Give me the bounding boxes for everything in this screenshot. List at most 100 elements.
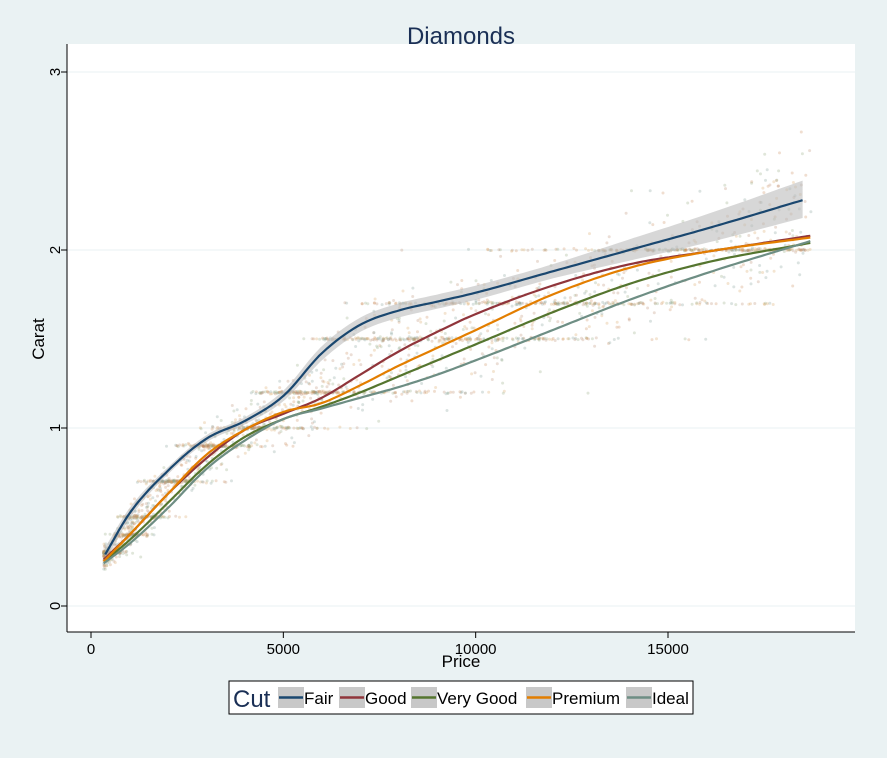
scatter-point — [161, 493, 165, 497]
scatter-point — [137, 479, 140, 483]
scatter-point — [198, 465, 202, 469]
scatter-point — [245, 445, 249, 449]
scatter-point — [166, 480, 170, 484]
scatter-point — [127, 527, 131, 531]
scatter-point — [397, 319, 401, 323]
scatter-point — [678, 303, 682, 307]
scatter-point — [237, 426, 241, 430]
scatter-point — [473, 371, 477, 375]
scatter-point — [537, 336, 541, 340]
scatter-point — [769, 256, 773, 260]
scatter-point — [323, 426, 327, 430]
scatter-point — [315, 337, 319, 341]
scatter-point — [112, 559, 116, 563]
scatter-point — [194, 456, 198, 460]
scatter-point — [164, 480, 167, 484]
scatter-point — [593, 301, 597, 305]
scatter-point — [704, 337, 708, 341]
scatter-point — [334, 366, 338, 370]
scatter-point — [378, 344, 382, 348]
scatter-point — [425, 391, 429, 395]
scatter-point — [451, 308, 455, 312]
scatter-point — [513, 321, 517, 325]
scatter-point — [137, 508, 141, 512]
scatter-point — [756, 236, 760, 240]
scatter-point — [103, 532, 107, 536]
scatter-point — [588, 302, 591, 305]
scatter-point — [163, 498, 167, 502]
scatter-point — [125, 553, 129, 557]
scatter-point — [420, 382, 424, 385]
scatter-point — [161, 515, 165, 519]
scatter-point — [372, 348, 376, 352]
scatter-point — [418, 317, 422, 321]
scatter-point — [201, 444, 205, 448]
scatter-point — [465, 338, 469, 342]
scatter-point — [478, 338, 482, 342]
scatter-point — [394, 339, 398, 342]
scatter-point — [322, 392, 326, 395]
scatter-point — [732, 265, 736, 269]
scatter-point — [129, 526, 132, 529]
scatter-point — [495, 356, 499, 360]
scatter-point — [301, 399, 305, 403]
scatter-point — [426, 338, 430, 342]
scatter-point — [256, 402, 260, 406]
scatter-point — [102, 554, 106, 558]
scatter-point — [423, 389, 427, 393]
scatter-point — [715, 240, 719, 244]
scatter-point — [287, 425, 291, 429]
scatter-point — [779, 265, 783, 269]
scatter-point — [144, 502, 148, 506]
scatter-point — [648, 189, 652, 193]
scatter-point — [727, 250, 731, 254]
scatter-point — [737, 248, 741, 252]
scatter-point — [698, 302, 702, 306]
scatter-point — [690, 248, 694, 252]
scatter-point — [164, 485, 168, 489]
scatter-point — [489, 249, 493, 252]
scatter-point — [682, 249, 686, 253]
scatter-point — [681, 303, 684, 307]
scatter-point — [315, 368, 319, 372]
scatter-point — [184, 480, 188, 484]
scatter-point — [277, 390, 281, 394]
scatter-point — [107, 560, 111, 564]
scatter-point — [406, 337, 410, 341]
scatter-point — [102, 554, 106, 558]
scatter-point — [160, 480, 164, 484]
scatter-point — [318, 337, 322, 341]
scatter-point — [398, 346, 402, 350]
scatter-point — [249, 399, 253, 402]
scatter-point — [244, 407, 248, 411]
scatter-point — [387, 301, 391, 305]
scatter-point — [257, 425, 261, 429]
scatter-point — [415, 351, 419, 355]
scatter-point — [310, 421, 314, 425]
scatter-point — [360, 302, 364, 306]
scatter-point — [170, 480, 174, 484]
scatter-point — [431, 354, 435, 358]
scatter-point — [597, 302, 601, 306]
scatter-point — [298, 390, 302, 394]
scatter-point — [474, 302, 478, 306]
scatter-point — [307, 381, 311, 385]
scatter-point — [372, 331, 376, 335]
scatter-point — [501, 391, 505, 395]
scatter-point — [375, 338, 379, 342]
scatter-point — [286, 425, 290, 429]
scatter-point — [199, 480, 203, 484]
scatter-point — [310, 390, 314, 394]
scatter-point — [415, 391, 419, 394]
scatter-point — [657, 269, 661, 272]
scatter-point — [303, 390, 307, 394]
scatter-point — [698, 189, 702, 193]
scatter-point — [296, 390, 300, 394]
scatter-point — [255, 443, 259, 447]
scatter-point — [684, 248, 688, 251]
scatter-point — [381, 339, 385, 343]
scatter-point — [405, 337, 409, 341]
scatter-point — [449, 390, 453, 394]
scatter-point — [582, 301, 586, 305]
scatter-point — [248, 445, 252, 449]
